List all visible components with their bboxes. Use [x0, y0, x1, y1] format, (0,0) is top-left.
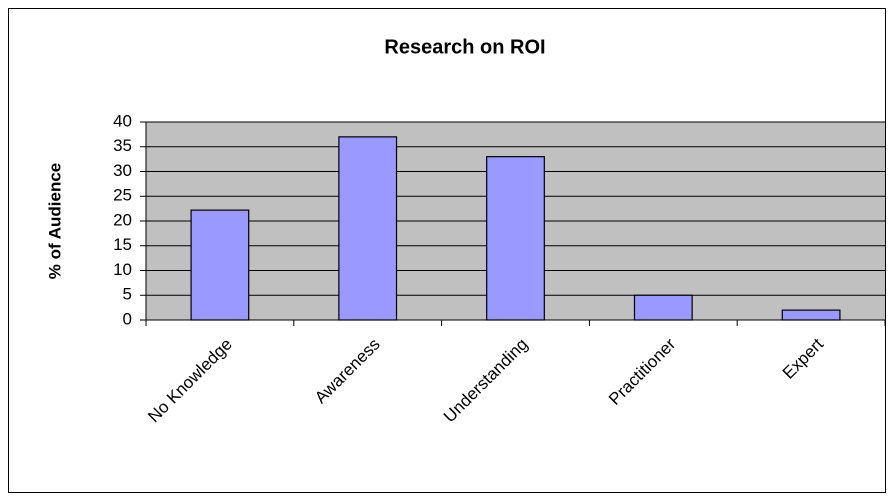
y-tick-label: 25	[113, 186, 132, 205]
bar	[338, 136, 398, 321]
bar	[190, 209, 250, 321]
chart-title: Research on ROI	[384, 36, 545, 58]
y-tick-label: 35	[113, 136, 132, 155]
y-tick-label: 40	[113, 111, 132, 130]
bar	[781, 309, 841, 321]
y-tick-label: 15	[113, 235, 132, 254]
y-tick-label: 30	[113, 161, 132, 180]
y-tick-label: 5	[123, 285, 132, 304]
y-tick-label: 10	[113, 260, 132, 279]
y-tick-label: 0	[123, 309, 132, 328]
y-tick-label: 20	[113, 210, 132, 229]
bar	[486, 156, 545, 321]
y-axis-label: % of Audience	[45, 163, 64, 280]
bar	[633, 294, 693, 321]
